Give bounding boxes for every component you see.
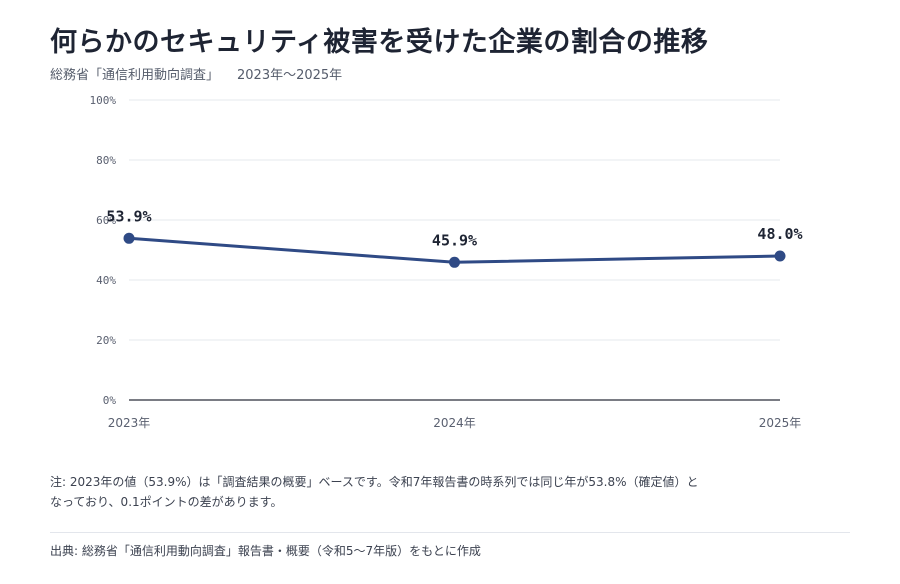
- y-tick-label: 100%: [90, 94, 117, 107]
- x-tick-label: 2025年: [759, 416, 802, 430]
- subtitle-period: 2023年～2025年: [237, 68, 343, 83]
- data-point: [774, 250, 786, 262]
- x-tick-label: 2023年: [108, 416, 151, 430]
- y-tick-label: 80%: [96, 154, 116, 167]
- footer-divider: [50, 532, 850, 533]
- grid-layer: [129, 99, 780, 341]
- axis-layer: 0% 20% 40% 60% 80% 100% 2023年 2024年 2025年: [90, 94, 802, 430]
- y-tick-label: 40%: [96, 274, 116, 287]
- line-chart: 0% 20% 40% 60% 80% 100% 2023年 2024年 2025年 53.9% 4…: [90, 94, 803, 430]
- y-tick-label: 20%: [96, 334, 116, 347]
- chart-note: 注: 2023年の値（53.9%）は「調査結果の概要」ベースです。令和7年報告書…: [50, 475, 699, 509]
- label-layer: 53.9% 45.9% 48.0%: [106, 207, 802, 249]
- data-label: 53.9%: [106, 207, 151, 225]
- y-tick-label: 0%: [103, 394, 117, 407]
- data-point: [123, 232, 135, 244]
- chart-subtitle: 総務省「通信利用動向調査」 2023年～2025年: [50, 64, 342, 83]
- series-layer: [123, 232, 786, 268]
- subtitle-source: 総務省「通信利用動向調査」: [50, 68, 220, 83]
- data-label: 48.0%: [757, 225, 802, 243]
- x-tick-label: 2024年: [433, 416, 476, 430]
- y-tick-label: 60%: [96, 214, 116, 227]
- data-label: 45.9%: [432, 231, 477, 249]
- data-point: [449, 256, 460, 268]
- chart-title: 何らかのセキュリティ被害を受けた企業の割合の推移: [50, 27, 709, 58]
- chart-source: 出典: 総務省「通信利用動向調査」報告書・概要（令和5～7年版）をもとに作成: [50, 544, 481, 558]
